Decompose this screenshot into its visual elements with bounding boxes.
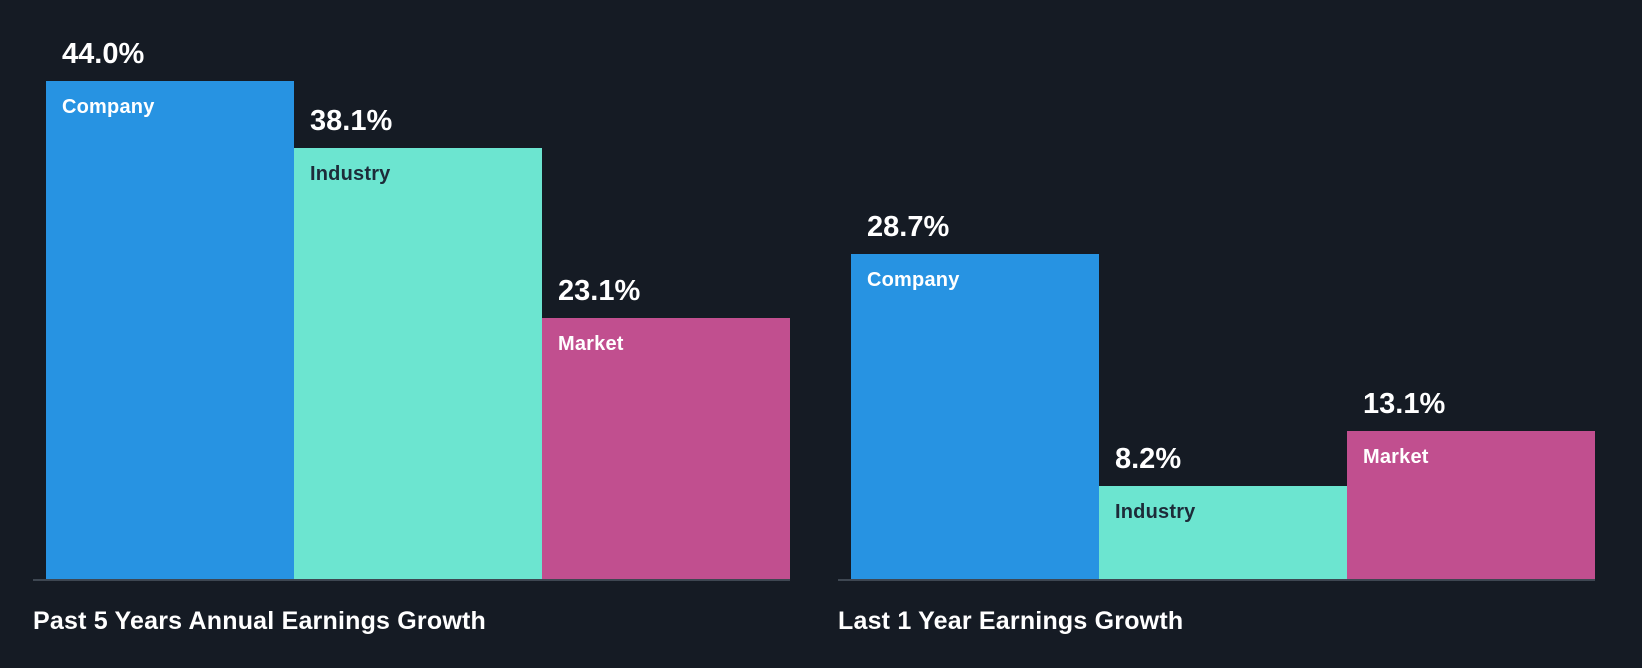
bar-category-label-company: Company: [62, 96, 155, 118]
bar-category-label-industry: Industry: [310, 162, 391, 185]
bar-category-label-industry: Industry: [1115, 501, 1196, 524]
bar-group-company: 44.0% Company: [46, 40, 294, 579]
bar-value-label-company: 44.0%: [62, 38, 145, 70]
bar-group-industry: 38.1% Industry: [294, 81, 542, 579]
plot-area: 28.7% Company 8.2% Industry 13.1% Market: [838, 81, 1595, 581]
bar-group-market: 23.1% Market: [542, 81, 790, 579]
bar-category-label-market: Market: [1363, 445, 1429, 468]
bar-value-label-market: 13.1%: [1363, 387, 1446, 420]
chart-title: Past 5 Years Annual Earnings Growth: [33, 607, 486, 635]
bar-value-label-industry: 38.1%: [310, 104, 393, 137]
chart-past-5-years-earnings-growth: 44.0% Company 38.1% Industry 23.1% Market Pas…: [33, 40, 790, 636]
bar-group-company: 28.7% Company: [851, 81, 1099, 579]
bar-market: Market: [1347, 430, 1595, 579]
charts-row: 44.0% Company 38.1% Industry 23.1% Market Pas…: [33, 40, 1595, 636]
bar-group-industry: 8.2% Industry: [1099, 81, 1347, 579]
chart-title: Last 1 Year Earnings Growth: [838, 607, 1184, 635]
bar-value-label-industry: 8.2%: [1115, 443, 1182, 476]
bar-value-label-market: 23.1%: [558, 274, 641, 307]
bar-company: Company: [46, 81, 294, 579]
bar-industry: Industry: [1099, 486, 1347, 579]
chart-last-1-year-earnings-growth: 28.7% Company 8.2% Industry 13.1% Market Last…: [838, 81, 1595, 636]
plot-area: 44.0% Company 38.1% Industry 23.1% Market: [33, 40, 790, 581]
bar-category-label-market: Market: [558, 332, 624, 355]
bar-value-label-company: 28.7%: [867, 211, 950, 244]
bar-industry: Industry: [294, 147, 542, 579]
bar-group-market: 13.1% Market: [1347, 81, 1595, 579]
bar-market: Market: [542, 317, 790, 579]
bar-company: Company: [851, 254, 1099, 579]
bar-category-label-company: Company: [867, 269, 960, 292]
